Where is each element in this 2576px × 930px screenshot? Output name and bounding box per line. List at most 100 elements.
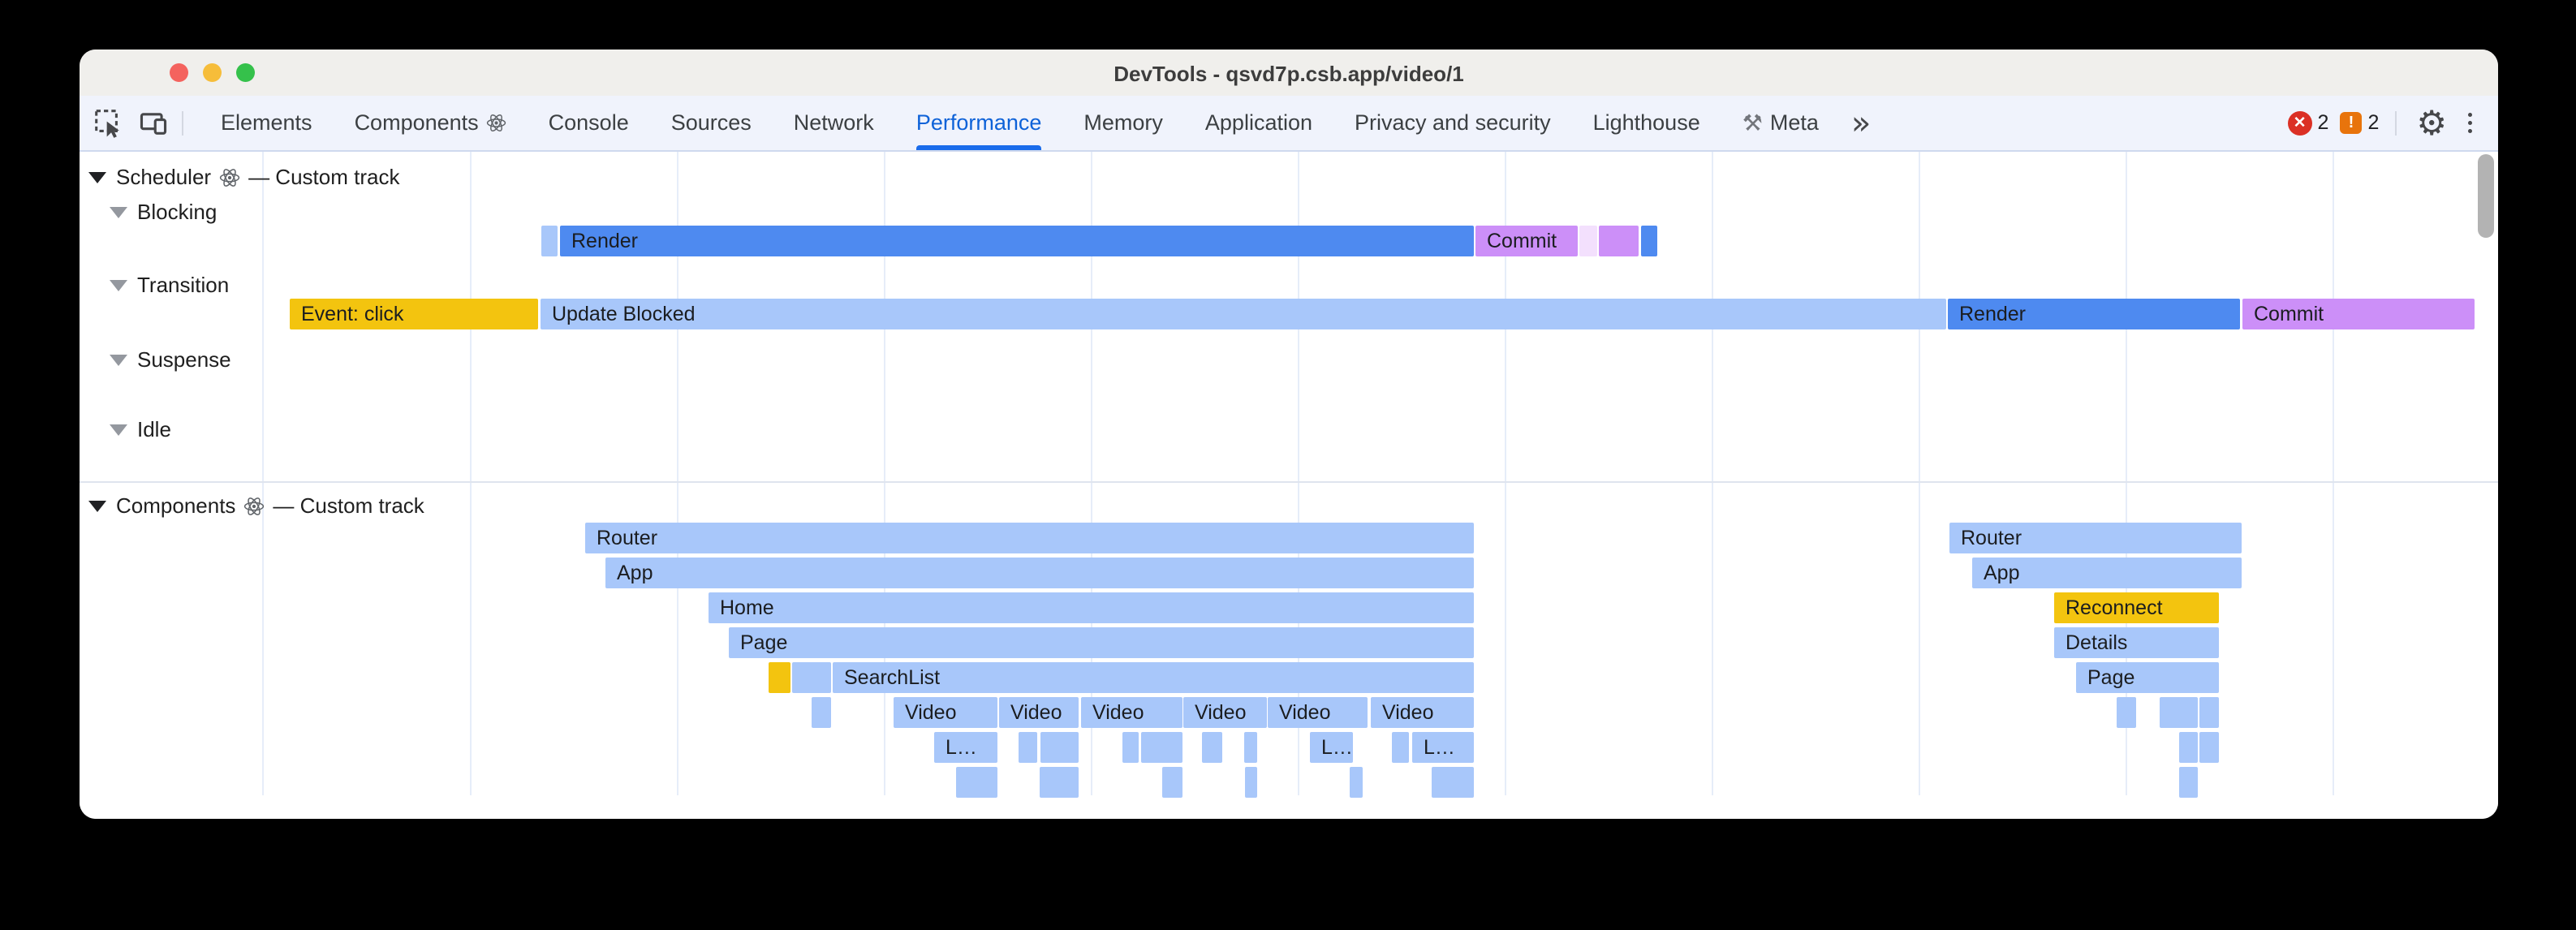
flame-bar[interactable] [1202,732,1222,763]
flame-bar-render[interactable]: Render [1948,299,2240,329]
flame-bar-video[interactable]: Video [1371,697,1474,728]
gridline [262,152,264,795]
flame-bar[interactable] [1040,732,1079,763]
flame-bar-router[interactable]: Router [1949,523,2242,553]
tab-console[interactable]: Console [528,96,650,150]
performance-flame-chart[interactable]: Scheduler — Custom track Blocking Transitio… [80,152,2498,819]
flame-bar-app[interactable]: App [605,558,1474,588]
flame-bar[interactable] [2117,697,2136,728]
gridline [1298,152,1299,795]
tab-sources[interactable]: Sources [650,96,773,150]
settings-gear-icon[interactable]: ⚙ [2416,102,2447,143]
more-tabs-button[interactable]: » [1850,104,1872,142]
subtrack-name: Transition [137,273,230,297]
tab-privacy-and-security[interactable]: Privacy and security [1333,96,1572,150]
gridline [1712,152,1713,795]
flame-bar-video[interactable]: Video [1081,697,1182,728]
toolbar-divider [2395,110,2397,136]
tab-label: Elements [221,110,312,135]
flame-bar[interactable] [812,697,831,728]
flame-bar[interactable] [1599,226,1639,256]
flame-bar-router[interactable]: Router [585,523,1474,553]
tab-lighthouse[interactable]: Lighthouse [1572,96,1721,150]
flame-bar-video[interactable]: Video [1183,697,1267,728]
flame-bar-searchlist[interactable]: SearchList [833,662,1474,693]
flame-bar[interactable] [2160,697,2198,728]
close-button[interactable] [170,63,188,82]
device-toolbar-button[interactable] [138,108,169,139]
minimize-button[interactable] [203,63,222,82]
collapse-triangle-icon[interactable] [88,171,106,183]
tab-performance[interactable]: Performance [895,96,1063,150]
flame-bar[interactable] [2179,767,2198,798]
collapse-triangle-icon[interactable] [110,206,127,218]
flame-bar-l-[interactable]: L… [1412,732,1474,763]
tab-elements[interactable]: Elements [200,96,334,150]
collapse-triangle-icon[interactable] [110,354,127,366]
flame-bar-video[interactable]: Video [1268,697,1368,728]
tab-application[interactable]: Application [1184,96,1333,150]
tab-memory[interactable]: Memory [1062,96,1184,150]
flame-bar[interactable] [1122,732,1139,763]
flame-bar-app[interactable]: App [1972,558,2242,588]
track-header-scheduler[interactable]: Scheduler — Custom track [88,165,399,190]
flame-bar-video[interactable]: Video [999,697,1079,728]
flame-bar[interactable] [792,662,831,693]
flame-bar-event-click[interactable]: Event: click [290,299,538,329]
flame-bar-l-[interactable]: L… [934,732,997,763]
flame-bar[interactable] [1141,732,1182,763]
flame-bar-home[interactable]: Home [709,592,1474,623]
track-header-components[interactable]: Components — Custom track [88,493,424,519]
flame-bar[interactable] [1641,226,1657,256]
collapse-triangle-icon[interactable] [88,500,106,512]
subtrack-label-transition[interactable]: Transition [110,273,229,298]
subtrack-name: Blocking [137,200,218,224]
flame-bar-commit[interactable]: Commit [1475,226,1578,256]
tab-label: Meta [1769,110,1819,135]
error-badge-icon[interactable]: ✕ [2287,110,2312,136]
flame-bar-reconnect[interactable]: Reconnect [2054,592,2219,623]
kebab-menu-icon[interactable] [2463,110,2477,136]
tab-components[interactable]: Components [334,96,528,150]
flame-bar-details[interactable]: Details [2054,627,2219,658]
flame-bar-update-blocked[interactable]: Update Blocked [541,299,1946,329]
track-name: Scheduler [116,165,212,189]
scrollbar-thumb[interactable] [2478,154,2494,238]
flame-bar-l-[interactable]: L… [1310,732,1353,763]
inspect-element-button[interactable] [93,107,125,140]
flame-bar[interactable] [2199,697,2219,728]
flame-bar[interactable] [1019,732,1037,763]
flame-bar[interactable] [1244,732,1257,763]
tab-label: Privacy and security [1355,110,1551,135]
tab-label: Performance [915,110,1042,135]
track-suffix: — Custom track [248,165,400,189]
flame-bar[interactable] [1245,767,1257,798]
flame-bar-page[interactable]: Page [2076,662,2219,693]
title-bar: DevTools - qsvd7p.csb.app/video/1 [80,50,2498,96]
flame-bar[interactable] [2199,732,2219,763]
flame-bar-commit[interactable]: Commit [2242,299,2475,329]
warning-badge-icon[interactable]: ! [2340,112,2363,134]
subtrack-label-idle[interactable]: Idle [110,417,171,442]
tab-network[interactable]: Network [773,96,895,150]
subtrack-label-suspense[interactable]: Suspense [110,347,231,372]
collapse-triangle-icon[interactable] [110,424,127,436]
tab-meta[interactable]: ⚒ Meta [1721,96,1840,150]
flame-bar[interactable] [1350,767,1363,798]
flame-bar-page[interactable]: Page [729,627,1474,658]
flame-bar[interactable] [1392,732,1409,763]
flame-bar[interactable] [1040,767,1079,798]
flame-bar[interactable] [769,662,790,693]
zoom-button[interactable] [236,63,255,82]
flame-bar[interactable] [1579,226,1597,256]
flame-bar[interactable] [541,226,558,256]
flame-bar-video[interactable]: Video [894,697,997,728]
tab-label: Lighthouse [1592,110,1700,135]
subtrack-label-blocking[interactable]: Blocking [110,200,217,225]
flame-bar[interactable] [1162,767,1182,798]
flame-bar-render[interactable]: Render [560,226,1474,256]
flame-bar[interactable] [2179,732,2198,763]
flame-bar[interactable] [1432,767,1474,798]
collapse-triangle-icon[interactable] [110,279,127,291]
flame-bar[interactable] [956,767,997,798]
